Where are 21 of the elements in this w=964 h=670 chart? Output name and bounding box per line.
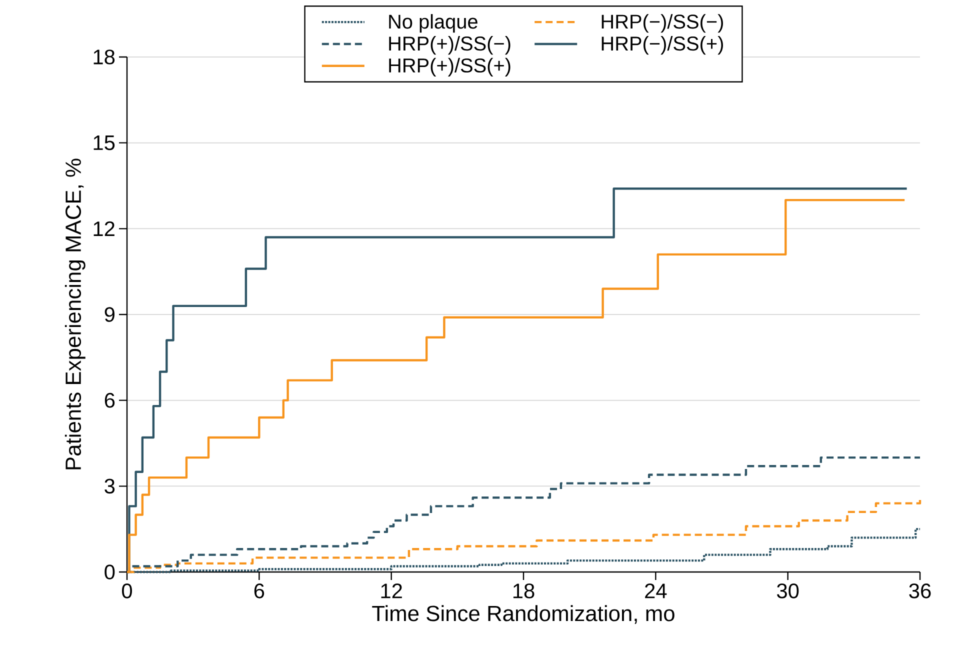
x-tick-label: 24 xyxy=(645,584,667,598)
y-tick-label: 3 xyxy=(104,478,115,494)
y-tick-label: 18 xyxy=(94,50,115,64)
legend-label: HRP(+)/SS(+) xyxy=(389,58,510,76)
x-tick-label: 36 xyxy=(909,584,931,598)
legend-label: HRP(−)/SS(−) xyxy=(602,14,723,33)
legend-label: HRP(+)/SS(−) xyxy=(389,36,510,55)
y-tick-label: 15 xyxy=(94,136,115,150)
x-tick-label: 30 xyxy=(777,584,799,598)
y-axis-title: Patients Experiencing MACE, % xyxy=(64,158,86,470)
y-tick-label: 0 xyxy=(104,564,115,580)
x-tick-label: 18 xyxy=(513,584,534,598)
x-tick-label: 6 xyxy=(254,584,264,598)
x-tick-label: 12 xyxy=(381,584,402,598)
x-tick-label: 0 xyxy=(122,584,132,598)
y-tick-label: 6 xyxy=(104,392,115,408)
y-tick-label: 9 xyxy=(104,307,114,322)
legend-label: No plaque xyxy=(389,14,478,33)
legend-label: HRP(−)/SS(+) xyxy=(602,36,723,55)
x-axis-title: Time Since Randomization, mo xyxy=(372,605,674,624)
y-tick-label: 12 xyxy=(94,221,114,236)
